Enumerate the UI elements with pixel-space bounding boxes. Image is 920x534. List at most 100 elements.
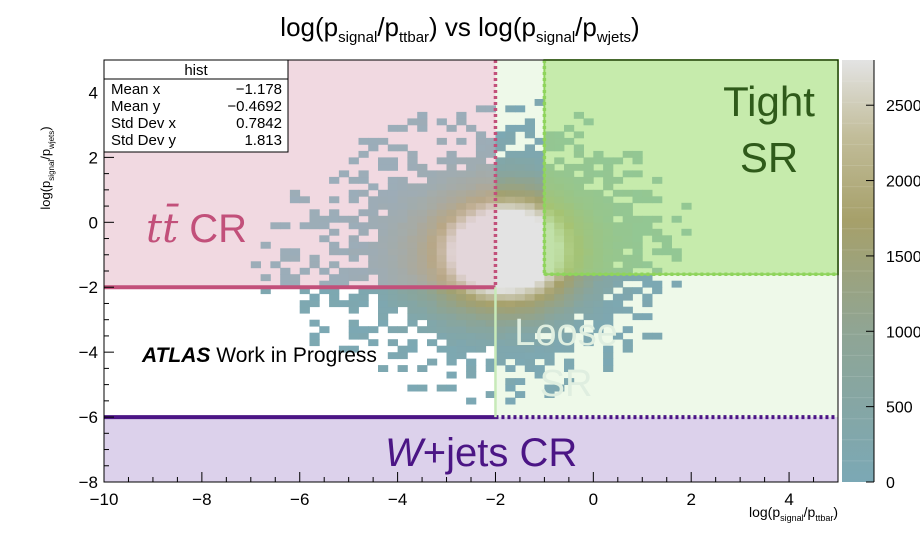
heatmap-cell [437,333,447,340]
heatmap-cell [496,326,506,333]
title-sub3: signal [536,29,575,46]
x-tick-label: 2 [686,490,695,509]
heatmap-cell [603,281,613,288]
heatmap-cell [476,346,486,353]
y-tick-label: −8 [79,473,98,492]
heatmap-cell [525,281,535,288]
heatmap-cell [564,287,574,294]
heatmap-cell [613,300,623,307]
x-tick-label: −4 [388,490,407,509]
heatmap-cell [427,320,437,327]
heatmap-cell [515,229,525,236]
heatmap-cell [476,333,486,340]
heatmap-cell [574,294,584,301]
heatmap-cell [535,300,545,307]
heatmap-cell [427,294,437,301]
heatmap-cell [535,294,545,301]
heatmap-cell [339,300,349,307]
heatmap-cell [437,346,447,353]
heatmap-cell [515,359,525,366]
heatmap-cell [515,261,525,268]
heatmap-cell [359,333,369,340]
heatmap-cell [388,307,398,314]
heatmap-cell [437,307,447,314]
stats-row-value: −0.4692 [227,98,282,115]
xlabel-sub1: signal [780,513,804,523]
heatmap-cell [515,183,525,190]
x-tick-label: −6 [290,490,309,509]
heatmap-cell [525,294,535,301]
heatmap-cell [437,294,447,301]
heatmap-cell [564,281,574,288]
heatmap-cell [525,229,535,236]
heatmap-cell [466,398,476,405]
heatmap-cell [642,333,652,340]
heatmap-cell [593,300,603,307]
heatmap-cell [505,385,515,392]
ttbar-cr-label-italic: tt̄ [146,203,180,252]
heatmap-cell [564,300,574,307]
heatmap-cell [427,359,437,366]
heatmap-cell [349,320,359,327]
heatmap-cell [613,281,623,288]
colorbar-tick-label: 0 [886,475,895,492]
heatmap-cell [515,281,525,288]
xlabel-prefix: log(p [749,504,780,520]
colorbar-tick-label: 2500 [886,98,920,115]
x-tick-label: 0 [589,490,598,509]
heatmap-cell [515,151,525,158]
x-tick-label: −8 [192,490,211,509]
heatmap-cell [525,300,535,307]
tight-sr-label-line1: Tight [723,78,815,125]
heatmap-cell [359,326,369,333]
xlabel-suffix: ) [833,504,838,520]
heatmap-cell [368,326,378,333]
heatmap-cell [525,131,535,138]
heatmap-cell [515,268,525,275]
heatmap-cell [349,333,359,340]
colorbar-tick-label: 1000 [886,324,920,341]
heatmap-cell [437,385,447,392]
heatmap-cell [456,352,466,359]
loose-sr-label-line1: Loose [514,312,618,354]
heatmap-cell [378,307,388,314]
title-prefix: log(p [280,12,338,42]
heatmap-cell [505,378,515,385]
heatmap-cell [466,333,476,340]
heatmap-cell [505,255,515,262]
y-tick-label: −6 [79,408,98,427]
heatmap-cell [447,294,457,301]
heatmap-cell [584,300,594,307]
heatmap-cell [623,294,633,301]
heatmap-cell [437,313,447,320]
heatmap-cell [505,196,515,203]
stats-box-title: hist [184,62,208,79]
heatmap-cell [359,294,369,301]
heatmap-cell [525,183,535,190]
heatmap-cell [603,287,613,294]
colorbar-tick-label: 500 [886,400,913,417]
heatmap-cell [447,346,457,353]
heatmap-cell [407,313,417,320]
heatmap-cell [525,125,535,132]
heatmap-cell [584,287,594,294]
heatmap-cell [633,287,643,294]
heatmap-cell [447,339,457,346]
heatmap-cell [505,131,515,138]
heatmap-cell [515,248,525,255]
title-suffix: ) [631,12,640,42]
heatmap-cell [515,105,525,112]
y-tick-label: 0 [89,213,98,232]
heatmap-cell [496,313,506,320]
ylabel-sub2: wjets [47,131,56,150]
heatmap-cell [525,157,535,164]
heatmap-cell [407,294,417,301]
heatmap-cell [593,294,603,301]
heatmap-cell [476,307,486,314]
heatmap-cell [476,300,486,307]
heatmap-cell [505,190,515,197]
heatmap-cell [603,359,613,366]
heatmap-cell [329,300,339,307]
heatmap-cell [515,255,525,262]
title-mid2: ) vs log(p [429,12,536,42]
